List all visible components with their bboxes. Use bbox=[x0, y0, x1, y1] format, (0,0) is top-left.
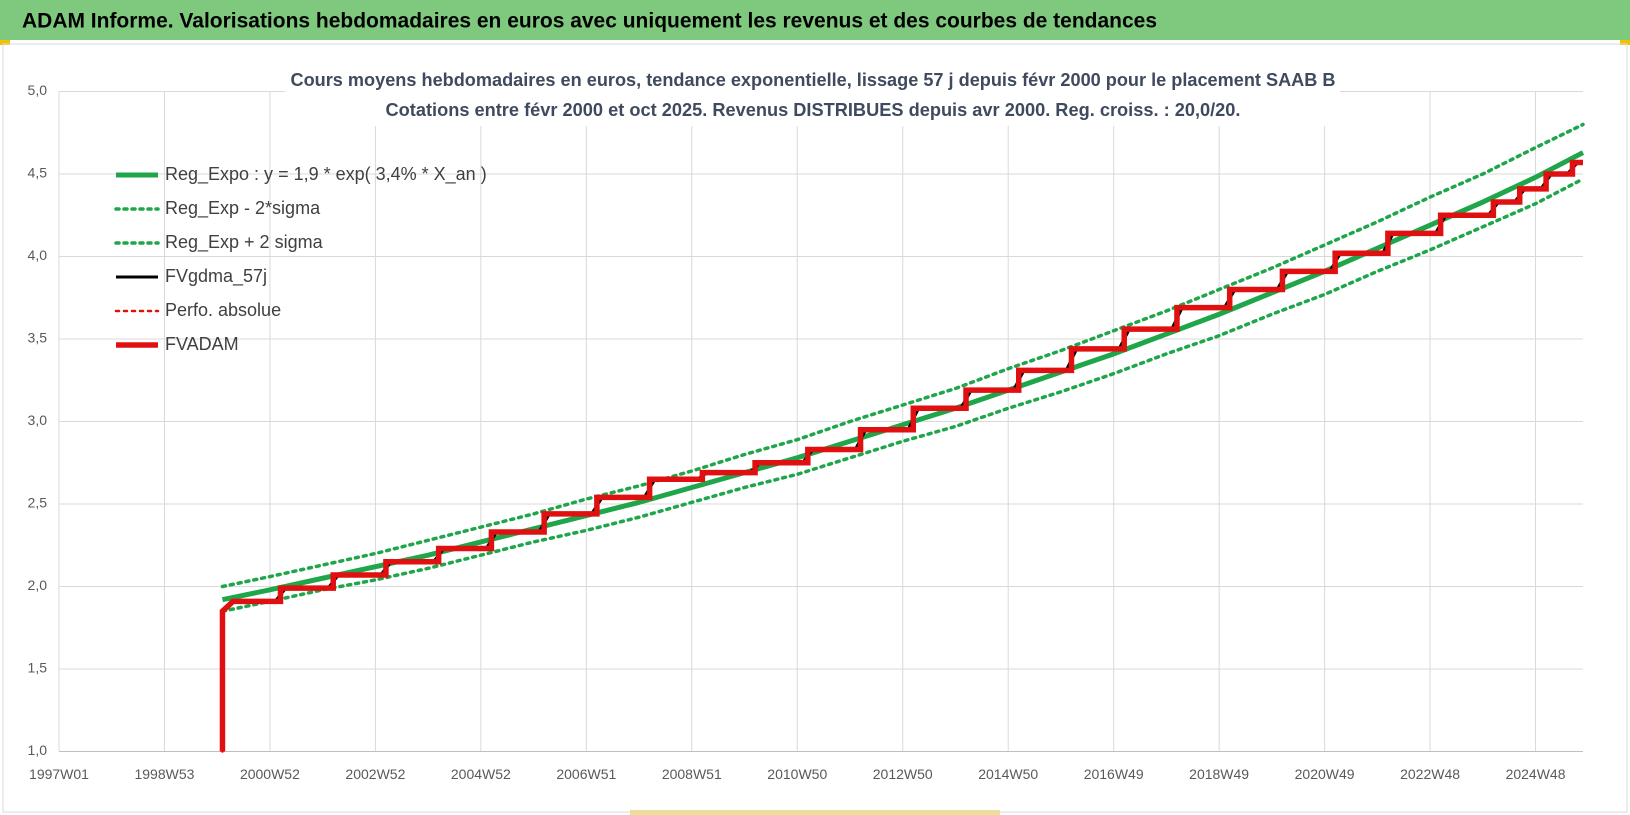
corner-mark bbox=[1620, 40, 1630, 45]
corner-mark bbox=[0, 40, 10, 45]
legend-label: Perfo. absolue bbox=[165, 300, 281, 320]
x-tick-label: 2018W49 bbox=[1189, 766, 1249, 782]
legend-label: Reg_Exp + 2 sigma bbox=[165, 232, 324, 253]
plot bbox=[219, 122, 1585, 753]
legend: Reg_Expo : y = 1,9 * exp( 3,4% * X_an ) R… bbox=[114, 164, 487, 354]
header-bar bbox=[0, 0, 1630, 40]
x-tick-label: 2010W50 bbox=[767, 766, 827, 782]
x-tick-label: 1998W53 bbox=[134, 766, 194, 782]
y-tick-label: 5,0 bbox=[28, 82, 48, 98]
x-tick-label: 2012W50 bbox=[873, 766, 933, 782]
x-tick-label: 2022W48 bbox=[1400, 766, 1460, 782]
series-line bbox=[219, 159, 1583, 752]
chart-title: Cours moyens hebdomadaires en euros, ten… bbox=[291, 70, 1336, 90]
y-tick-label: 2,0 bbox=[28, 577, 48, 593]
series-line bbox=[220, 177, 1585, 613]
y-tick-label: 3,0 bbox=[28, 412, 48, 428]
x-tick-label: 2002W52 bbox=[345, 766, 405, 782]
x-tick-label: 2004W52 bbox=[451, 766, 511, 782]
series-line bbox=[220, 122, 1585, 589]
legend-label: FVADAM bbox=[165, 334, 239, 354]
x-tick-label: 2020W49 bbox=[1295, 766, 1355, 782]
header-title: ADAM Informe. Valorisations hebdomadaire… bbox=[22, 10, 1157, 33]
chart-subtitle: Cotations entre févr 2000 et oct 2025. R… bbox=[386, 100, 1241, 120]
y-tick-label: 3,5 bbox=[28, 330, 48, 346]
chart-frame bbox=[2, 43, 1628, 813]
x-tick-label: 2000W52 bbox=[240, 766, 300, 782]
y-tick-label: 1,0 bbox=[28, 742, 48, 758]
legend-label: Reg_Expo : y = 1,9 * exp( 3,4% * X_an ) bbox=[165, 164, 487, 185]
title-background bbox=[285, 66, 1340, 126]
y-tick-label: 4,0 bbox=[28, 247, 48, 263]
x-tick-label: 2014W50 bbox=[978, 766, 1038, 782]
x-tick-label: 1997W01 bbox=[29, 766, 89, 782]
y-tick-label: 1,5 bbox=[28, 660, 48, 676]
x-tick-label: 2008W51 bbox=[662, 766, 722, 782]
legend-label: FVgdma_57j bbox=[165, 266, 267, 287]
y-tick-label: 2,5 bbox=[28, 495, 48, 511]
x-tick-label: 2016W49 bbox=[1084, 766, 1144, 782]
y-tick-label: 4,5 bbox=[28, 165, 48, 181]
x-tick-label: 2024W48 bbox=[1506, 766, 1566, 782]
legend-label: Reg_Exp - 2*sigma bbox=[165, 198, 321, 219]
x-tick-label: 2006W51 bbox=[556, 766, 616, 782]
